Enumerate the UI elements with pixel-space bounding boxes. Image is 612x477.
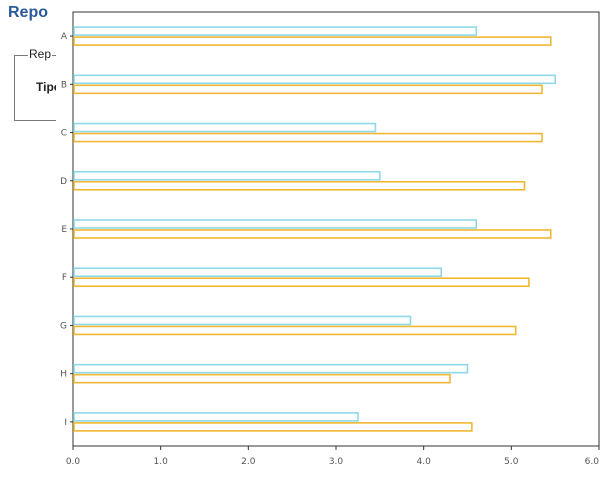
category-label: I [64,418,67,428]
bar-series-1-A [73,26,478,36]
bar-series-1-I [73,412,359,422]
bar-series-1-C [73,122,377,133]
bar-series-2-D [73,180,526,191]
category-label: G [60,321,67,331]
bar-series-2-F [73,277,530,288]
chart-panel: A B C D E F G H I 0.0 1.0 2.0 3.0 4.0 5.0 6.0 [56,0,612,477]
bar-series-2-I [73,422,473,432]
x-tick-label: 2.0 [241,457,256,467]
bar-series-2-B [73,84,543,95]
x-tick-label: 1.0 [154,457,169,467]
bar-series-2-C [73,132,543,143]
category-label: H [60,370,67,380]
bar-series-1-B [73,74,556,85]
x-tick-label: 0.0 [66,457,81,467]
bar-series-1-G [73,315,412,326]
background-window-title: Repo [8,4,48,21]
x-tick-label: 3.0 [329,457,344,467]
bar-series-1-H [73,363,469,374]
bar-series-2-G [73,325,517,336]
bar-series-1-F [73,267,443,278]
category-label: F [62,273,67,283]
background-field-label: Tipo [36,80,62,94]
bar-series-2-H [73,373,451,384]
category-label: D [60,177,67,187]
bar-series-1-E [73,219,478,229]
x-tick-label: 5.0 [504,457,519,467]
x-tick-label: 4.0 [417,457,432,467]
bar-series-1-D [73,170,381,181]
bar-series-2-E [73,229,552,239]
bar-chart: A B C D E F G H I 0.0 1.0 2.0 3.0 4.0 5.0 6.0 [60,11,600,467]
bar-series-2-A [73,36,552,46]
background-group-label: Rep [28,47,53,61]
category-label: C [61,129,67,139]
x-tick-label: 6.0 [585,457,600,467]
category-label: E [61,225,67,235]
category-label: B [61,80,67,90]
category-label: A [61,32,68,42]
